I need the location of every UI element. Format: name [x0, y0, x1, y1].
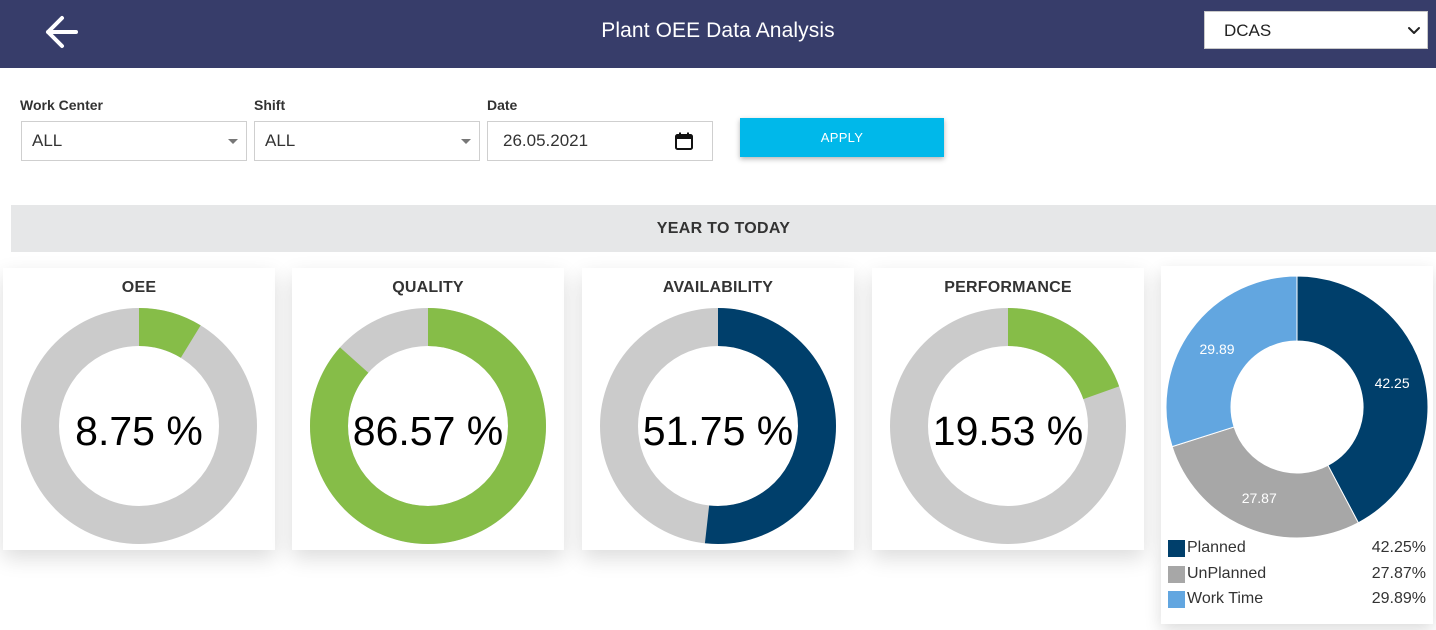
gauge-card-oee: OEE 8.75 % [3, 268, 275, 550]
work-center-select[interactable]: ALL [21, 121, 247, 161]
back-button[interactable] [42, 14, 82, 50]
gauge-title: QUALITY [392, 279, 464, 296]
gauge-percent: 86.57 % [352, 408, 504, 454]
page-title: Plant OEE Data Analysis [601, 19, 835, 42]
legend-item-work-time[interactable]: Work Time 29.89% [1168, 589, 1426, 611]
plant-select-value: DCAS [1224, 21, 1272, 40]
apply-button[interactable]: APPLY [740, 118, 944, 157]
chevron-down-icon [1408, 27, 1420, 34]
date-input[interactable]: 26.05.2021 [487, 121, 713, 161]
oee-gauge [21, 308, 257, 544]
legend-value: 27.87% [1371, 565, 1426, 582]
pie-slice-label: 27.87 [1241, 490, 1277, 507]
legend-value: 29.89% [1371, 590, 1426, 607]
gauge-card-performance: PERFORMANCE 19.53 % [872, 268, 1144, 550]
legend-swatch [1168, 566, 1185, 583]
pie-slice-work-time[interactable] [1165, 275, 1298, 448]
gauge-title: OEE [121, 279, 157, 296]
performance-gauge [890, 308, 1126, 544]
caret-down-icon [228, 139, 238, 144]
gauge-percent: 19.53 % [932, 408, 1084, 454]
gauge-value-arc [21, 308, 257, 544]
date-value: 26.05.2021 [503, 131, 589, 150]
shift-label: Shift [254, 97, 286, 113]
pie-slice-planned[interactable] [1296, 275, 1429, 524]
gauge-value-arc [310, 308, 546, 544]
gauge-title: AVAILABILITY [662, 279, 774, 296]
quality-gauge [310, 308, 546, 544]
shift-select[interactable]: ALL [254, 121, 480, 161]
gauge-value-arc [600, 308, 836, 544]
plant-select[interactable]: DCAS [1204, 11, 1428, 49]
legend-value: 42.25% [1371, 539, 1426, 556]
gauge-card-availability: AVAILABILITY 51.75 % [582, 268, 854, 550]
gauge-percent: 8.75 % [75, 408, 203, 454]
gauge-card-quality: QUALITY 86.57 % [292, 268, 564, 550]
calendar-icon[interactable] [674, 131, 694, 151]
pie-slice-unplanned[interactable] [1171, 426, 1360, 539]
gauge-percent: 51.75 % [642, 408, 794, 454]
pie-slice-label: 42.25 [1374, 375, 1410, 392]
arrow-left-icon [46, 16, 78, 48]
legend-swatch [1168, 591, 1185, 608]
legend-item-unplanned[interactable]: UnPlanned 27.87% [1168, 564, 1426, 586]
legend-item-planned[interactable]: Planned 42.25% [1168, 538, 1426, 560]
downtime-pie-card: 42.25 27.87 29.89 Planned 42.25% UnPlanned… [1161, 266, 1433, 624]
gauge-value-arc [890, 308, 1126, 544]
shift-value: ALL [265, 131, 296, 150]
pie-slice-label: 29.89 [1199, 340, 1235, 357]
legend-label: UnPlanned [1187, 565, 1267, 582]
legend-label: Planned [1187, 539, 1246, 556]
work-center-value: ALL [32, 131, 63, 150]
work-center-label: Work Center [20, 97, 103, 113]
caret-down-icon [461, 139, 471, 144]
availability-gauge [600, 308, 836, 544]
downtime-pie-chart [1165, 275, 1429, 539]
app-header: Plant OEE Data Analysis DCAS [0, 0, 1436, 68]
date-label: Date [487, 97, 518, 113]
section-title: YEAR TO TODAY [11, 205, 1436, 252]
gauge-title: PERFORMANCE [944, 279, 1072, 296]
legend-swatch [1168, 540, 1185, 557]
legend-label: Work Time [1187, 590, 1264, 607]
